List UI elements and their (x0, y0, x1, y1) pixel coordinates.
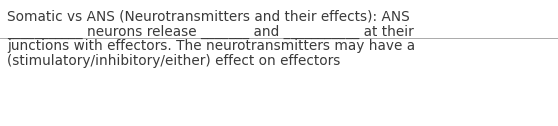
Text: Somatic vs ANS (Neurotransmitters and their effects): ANS: Somatic vs ANS (Neurotransmitters and th… (7, 10, 410, 24)
Text: (stimulatory/inhibitory/either) effect on effectors: (stimulatory/inhibitory/either) effect o… (7, 54, 340, 68)
Text: ___________ neurons release _______ and ___________ at their: ___________ neurons release _______ and … (7, 24, 413, 39)
Text: junctions with effectors. The neurotransmitters may have a: junctions with effectors. The neurotrans… (7, 39, 415, 53)
